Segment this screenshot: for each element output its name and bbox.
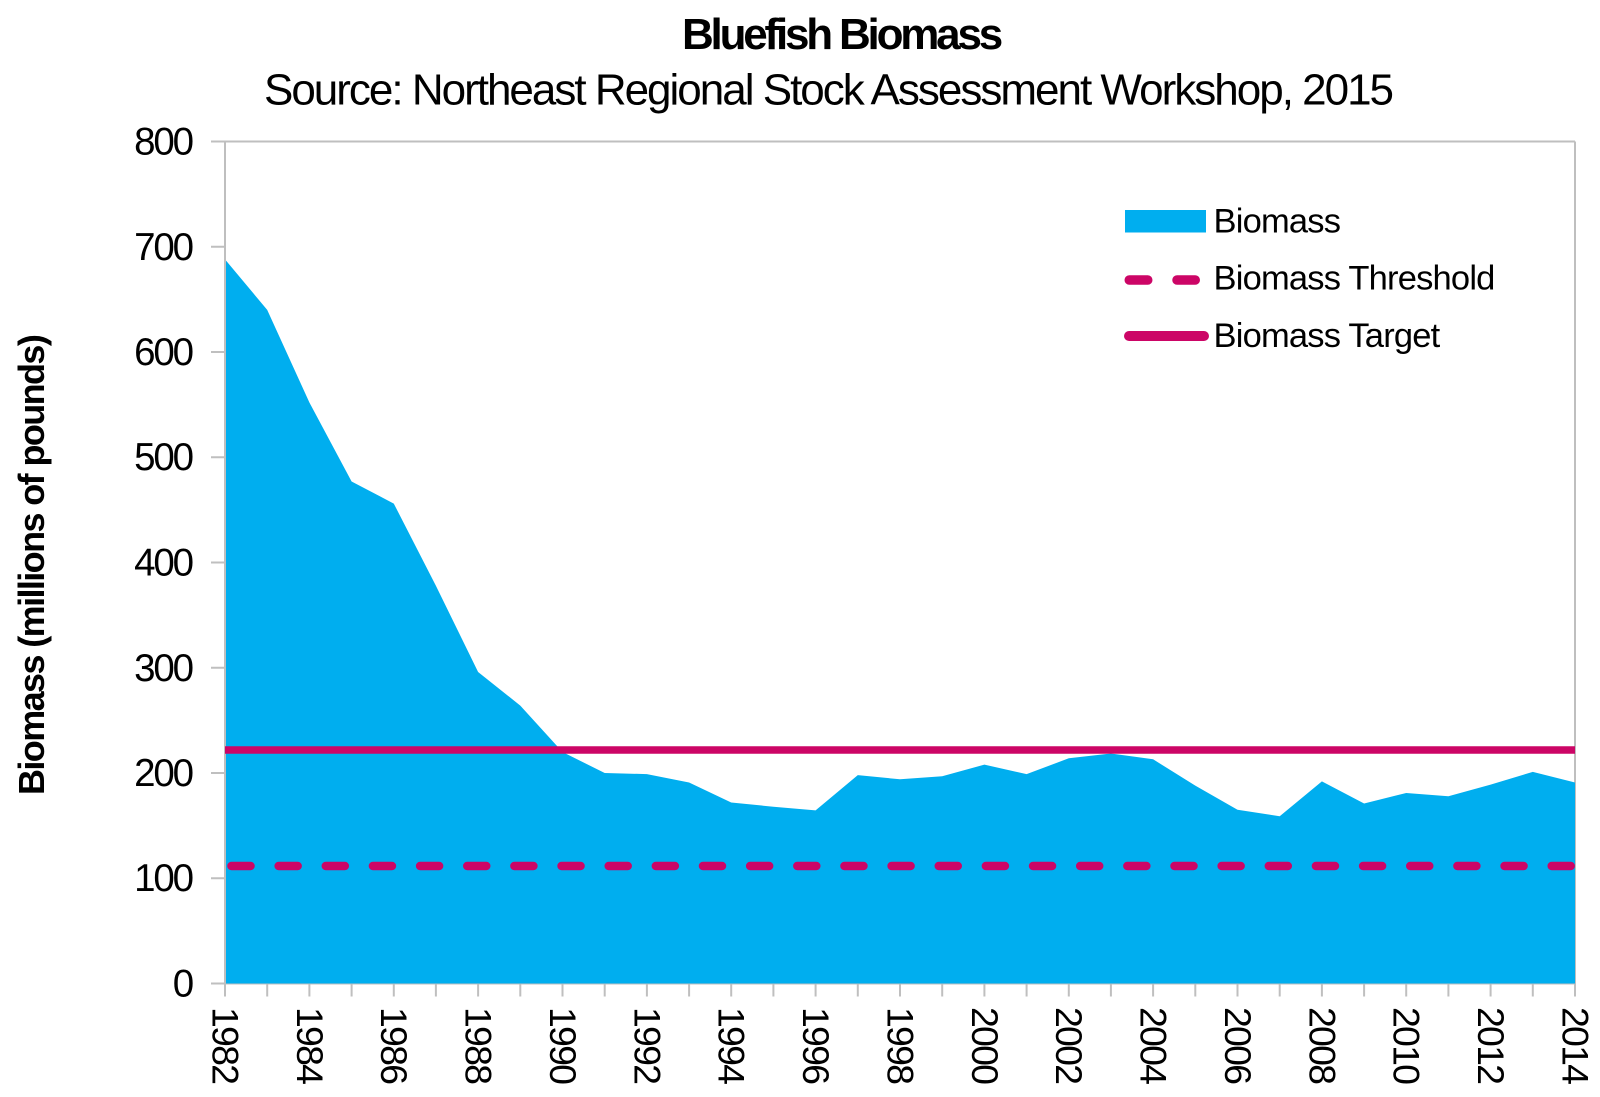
svg-text:Source: Northeast Regional Sto: Source: Northeast Regional Stock Assessm… xyxy=(264,66,1393,115)
svg-text:Biomass: Biomass xyxy=(1214,203,1341,241)
svg-text:1988: 1988 xyxy=(458,1007,500,1084)
svg-text:2004: 2004 xyxy=(1133,1007,1175,1084)
svg-text:1996: 1996 xyxy=(795,1007,837,1084)
svg-text:2006: 2006 xyxy=(1217,1007,1259,1084)
svg-text:500: 500 xyxy=(134,436,193,479)
svg-text:2008: 2008 xyxy=(1301,1007,1343,1084)
svg-text:1982: 1982 xyxy=(204,1007,246,1083)
svg-text:100: 100 xyxy=(134,857,193,900)
svg-text:Biomass (millions of pounds): Biomass (millions of pounds) xyxy=(11,335,52,795)
svg-text:Bluefish Biomass: Bluefish Biomass xyxy=(682,10,1002,59)
svg-text:1984: 1984 xyxy=(289,1007,331,1084)
svg-text:2000: 2000 xyxy=(964,1007,1006,1084)
svg-text:300: 300 xyxy=(134,647,193,690)
svg-text:1992: 1992 xyxy=(626,1007,668,1083)
svg-text:1994: 1994 xyxy=(711,1007,753,1084)
svg-text:800: 800 xyxy=(134,121,193,164)
svg-text:2012: 2012 xyxy=(1470,1007,1512,1083)
svg-text:2002: 2002 xyxy=(1048,1007,1090,1083)
svg-text:1986: 1986 xyxy=(373,1007,415,1084)
svg-text:400: 400 xyxy=(134,542,193,585)
svg-text:0: 0 xyxy=(173,963,193,1006)
svg-text:1990: 1990 xyxy=(542,1007,584,1084)
svg-text:Biomass Target: Biomass Target xyxy=(1214,317,1441,355)
svg-text:2010: 2010 xyxy=(1386,1007,1428,1084)
svg-text:200: 200 xyxy=(134,752,193,795)
svg-text:1998: 1998 xyxy=(879,1007,921,1084)
svg-text:Biomass Threshold: Biomass Threshold xyxy=(1214,260,1495,298)
svg-text:700: 700 xyxy=(134,226,193,269)
svg-text:2014: 2014 xyxy=(1554,1007,1596,1084)
svg-text:600: 600 xyxy=(134,331,193,374)
